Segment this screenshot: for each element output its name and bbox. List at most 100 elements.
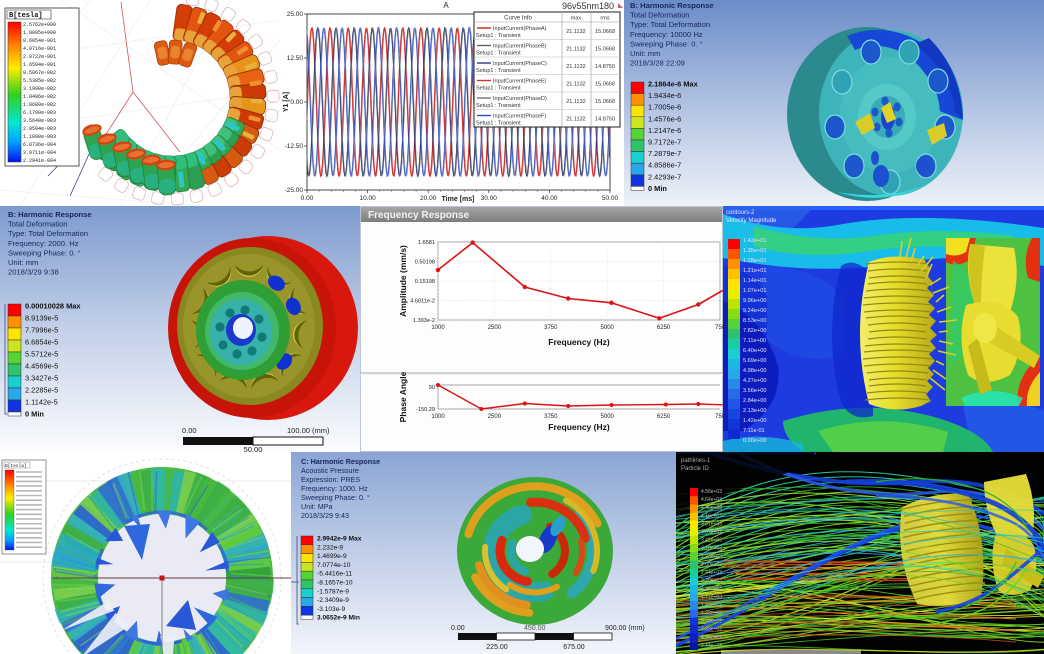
svg-text:21.1132: 21.1132 [566,82,585,88]
svg-text:InputCurrent(PhaseD): InputCurrent(PhaseD) [493,96,547,102]
svg-text:20.00: 20.00 [420,195,437,202]
svg-text:0.00: 0.00 [451,625,465,632]
svg-text:4.6011e-2: 4.6011e-2 [410,299,435,305]
svg-text:40.00: 40.00 [541,195,558,202]
svg-text:9.5867e-002: 9.5867e-002 [23,70,56,76]
svg-text:B[tesla]: B[tesla] [5,463,27,469]
svg-text:4.64e+03: 4.64e+03 [701,497,722,503]
svg-text:B: Harmonic Response: B: Harmonic Response [630,1,714,10]
svg-text:2.13e+00: 2.13e+00 [743,408,767,414]
svg-text:Y1 [A]: Y1 [A] [283,92,290,112]
svg-text:Total Deformation: Total Deformation [8,220,68,229]
svg-text:2018/3/28 22:09: 2018/3/28 22:09 [630,59,685,68]
svg-text:Type: Total Deformation: Type: Total Deformation [630,20,710,29]
svg-text:2.9942e-9 Max: 2.9942e-9 Max [317,536,362,543]
svg-text:5000: 5000 [601,414,615,420]
svg-text:2.5762e+000: 2.5762e+000 [23,22,56,28]
svg-text:3750: 3750 [544,325,558,331]
svg-text:7.7996e-5: 7.7996e-5 [25,326,58,335]
svg-text:10.00: 10.00 [359,195,376,202]
svg-text:21.1132: 21.1132 [566,117,585,123]
svg-text:3.56e+00: 3.56e+00 [743,388,767,394]
svg-text:7.2879e-7: 7.2879e-7 [648,149,681,158]
svg-text:4.89e+02: 4.89e+02 [701,635,722,641]
svg-text:Frequency (Hz): Frequency (Hz) [548,337,610,347]
svg-text:Frequency: 2000. Hz: Frequency: 2000. Hz [8,239,79,248]
svg-text:6.1700e-003: 6.1700e-003 [23,110,56,116]
svg-text:1.42e+01: 1.42e+01 [743,238,767,244]
svg-text:9.96e+00: 9.96e+00 [743,298,767,304]
svg-text:Sweeping Phase: 0. °: Sweeping Phase: 0. ° [301,493,370,502]
svg-text:25.00: 25.00 [287,11,304,18]
svg-text:8.6054e-001: 8.6054e-001 [23,38,56,44]
svg-text:0.00: 0.00 [301,195,314,202]
svg-text:Amplitude (mm/s): Amplitude (mm/s) [398,245,408,317]
svg-text:-8.1657e-10: -8.1657e-10 [317,580,353,587]
svg-text:4.4569e-5: 4.4569e-5 [25,362,58,371]
svg-text:14.8750: 14.8750 [595,117,615,123]
svg-text:6.40e+00: 6.40e+00 [743,348,767,354]
svg-text:5000: 5000 [601,325,615,331]
svg-text:0.50198: 0.50198 [415,260,435,266]
svg-text:3.42e+03: 3.42e+03 [701,538,722,544]
svg-text:-2.3409e-9: -2.3409e-9 [317,597,349,604]
svg-text:750: 750 [715,325,723,331]
svg-text:3.67e+03: 3.67e+03 [701,530,722,536]
svg-text:2500: 2500 [488,414,502,420]
svg-text:3.91e+03: 3.91e+03 [701,521,722,527]
svg-text:Setup1 : Transient: Setup1 : Transient [476,121,521,127]
svg-text:1.6594e-001: 1.6594e-001 [23,62,56,68]
svg-text:Velocity Magnitude: Velocity Magnitude [726,218,777,224]
svg-text:Setup1 : Transient: Setup1 : Transient [476,103,521,109]
svg-text:2.1864e-6 Max: 2.1864e-6 Max [648,80,699,89]
svg-text:6250: 6250 [657,325,671,331]
svg-text:1.9434e-6: 1.9434e-6 [648,91,681,100]
svg-text:7.33e+02: 7.33e+02 [701,627,722,633]
svg-text:3.0652e-9 Min: 3.0652e-9 Min [317,615,360,622]
svg-text:1.42e+00: 1.42e+00 [743,418,767,424]
svg-text:96v55nm180: 96v55nm180 [562,1,614,11]
svg-text:2.0722e-001: 2.0722e-001 [23,54,56,60]
svg-text:4.9716e-001: 4.9716e-001 [23,46,56,52]
svg-text:2.44e+02: 2.44e+02 [701,643,722,649]
svg-text:9.7172e-7: 9.7172e-7 [648,138,681,147]
svg-text:30.00: 30.00 [481,195,498,202]
svg-text:450.00: 450.00 [524,625,546,632]
svg-text:pathlines-1: pathlines-1 [681,458,711,464]
svg-text:3.9711e-004: 3.9711e-004 [23,150,56,156]
svg-text:-25.00: -25.00 [285,187,304,194]
svg-text:0.00: 0.00 [182,426,197,435]
svg-text:900.00 (mm): 900.00 (mm) [605,625,645,632]
svg-text:1.21e+01: 1.21e+01 [743,268,767,274]
svg-text:0.00e+00: 0.00e+00 [743,438,767,444]
svg-text:Setup1 : Transient: Setup1 : Transient [476,51,521,57]
svg-text:1.8486e-002: 1.8486e-002 [23,94,56,100]
svg-text:5.5385e-002: 5.5385e-002 [23,78,56,84]
svg-text:2.20e+03: 2.20e+03 [701,578,722,584]
svg-text:InputCurrent(PhaseF): InputCurrent(PhaseF) [493,114,546,120]
svg-text:1.71e+03: 1.71e+03 [701,594,722,600]
svg-text:B: Harmonic Response: B: Harmonic Response [8,210,92,219]
svg-text:1000: 1000 [431,414,445,420]
svg-text:15.0668: 15.0668 [595,99,615,105]
svg-text:2018/3/29 9:43: 2018/3/29 9:43 [301,511,349,520]
svg-text:Total Deformation: Total Deformation [630,11,690,20]
svg-text:1.96e+03: 1.96e+03 [701,586,722,592]
svg-text:1.47e+03: 1.47e+03 [701,602,722,608]
svg-text:1.14e+01: 1.14e+01 [743,278,767,284]
svg-text:-1.5787e-9: -1.5787e-9 [317,588,349,595]
svg-text:50.00: 50.00 [244,445,263,452]
svg-text:6.6854e-5: 6.6854e-5 [25,338,58,347]
svg-text:5.69e+00: 5.69e+00 [743,358,767,364]
svg-text:C: Harmonic Response: C: Harmonic Response [301,457,380,466]
svg-text:Unit: mm: Unit: mm [8,258,38,267]
svg-text:2500: 2500 [488,325,502,331]
svg-text:225.00: 225.00 [486,644,508,651]
svg-text:Frequency: 10000 Hz: Frequency: 10000 Hz [630,30,703,39]
svg-text:InputCurrent(PhaseB): InputCurrent(PhaseB) [493,44,547,50]
svg-text:-3.103e-9: -3.103e-9 [317,606,346,613]
svg-text:1.1898e-003: 1.1898e-003 [23,134,56,140]
svg-text:6250: 6250 [657,414,671,420]
svg-text:1.7005e-6: 1.7005e-6 [648,103,681,112]
svg-text:Particle ID: Particle ID [681,466,709,472]
